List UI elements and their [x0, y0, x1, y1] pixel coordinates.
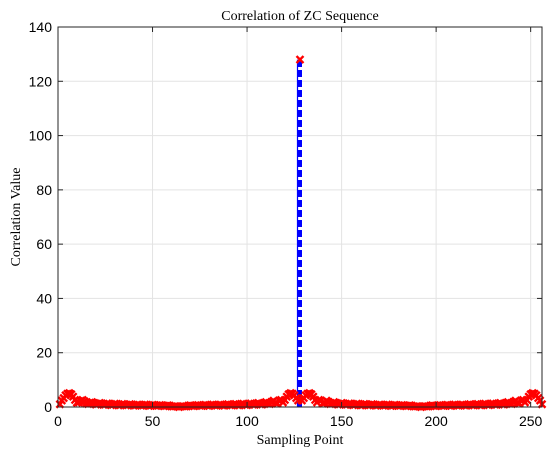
y-tick-label: 120 [29, 73, 53, 89]
x-tick-label: 0 [54, 413, 62, 429]
y-tick-label: 100 [29, 128, 53, 144]
plot-frame [57, 26, 543, 408]
y-tick-label: 140 [29, 19, 53, 35]
y-tick-label: 60 [36, 236, 52, 252]
x-axis-label: Sampling Point [257, 433, 344, 448]
data-point-marker [295, 55, 305, 64]
y-tick-label: 80 [36, 182, 52, 198]
y-axis-label: Correlation Value [9, 168, 24, 267]
y-tick-label: 0 [44, 399, 52, 415]
y-tick-label: 40 [36, 290, 52, 306]
correlation-peak-line [296, 59, 302, 407]
x-tick-label: 150 [330, 413, 354, 429]
y-tick-label: 20 [36, 345, 52, 361]
x-tick-label: 200 [424, 413, 448, 429]
x-axis-ticks: 0 50 100 150 200 250 [54, 27, 543, 429]
x-tick-label: 50 [145, 413, 161, 429]
chart-title: Correlation of ZC Sequence [221, 9, 378, 24]
y-axis-ticks: 0 20 40 60 80 100 120 140 [29, 19, 542, 415]
x-tick-label: 100 [235, 413, 259, 429]
x-tick-label: 250 [519, 413, 543, 429]
